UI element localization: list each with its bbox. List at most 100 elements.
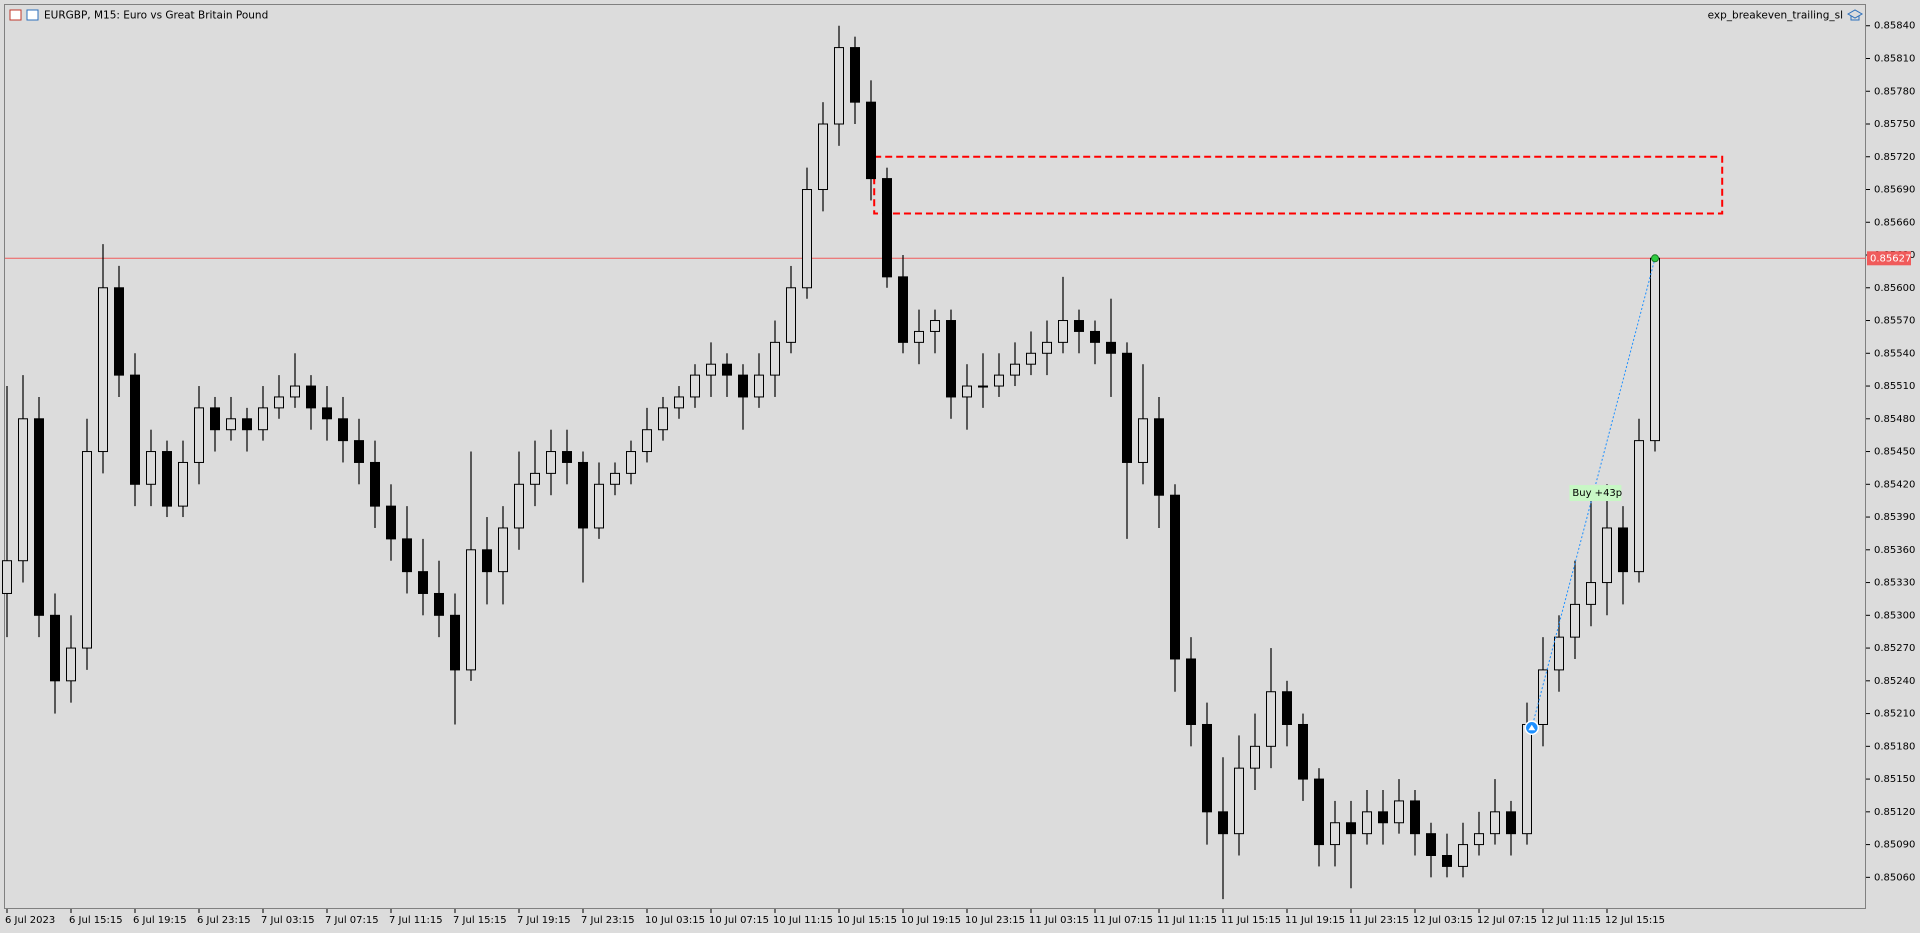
x-tick-label: 7 Jul 15:15 xyxy=(453,915,507,926)
x-tick-label: 12 Jul 15:15 xyxy=(1605,915,1665,926)
indicator-name: exp_breakeven_trailing_sl xyxy=(1708,10,1843,22)
candle-body xyxy=(578,461,588,529)
candle-body xyxy=(866,101,876,180)
candle-body xyxy=(34,418,44,616)
candle-body xyxy=(882,178,892,278)
x-tick-label: 10 Jul 11:15 xyxy=(773,915,833,926)
candle-body xyxy=(1154,418,1164,496)
x-tick-label: 11 Jul 07:15 xyxy=(1093,915,1153,926)
candle-body xyxy=(1474,833,1484,846)
zone-box xyxy=(873,155,1724,215)
y-tick-label: 0.85600 xyxy=(1874,283,1915,294)
candle-body xyxy=(1458,844,1468,867)
candle-body xyxy=(546,451,556,474)
candle-body xyxy=(50,614,60,682)
y-tick-label: 0.85180 xyxy=(1874,741,1915,752)
candle-body xyxy=(482,549,492,573)
candle-body xyxy=(194,407,204,463)
trade-label-bg xyxy=(1569,485,1622,502)
x-tick-label: 10 Jul 07:15 xyxy=(709,915,769,926)
y-tick-label: 0.85660 xyxy=(1874,217,1915,228)
candle-body xyxy=(1010,363,1020,376)
y-tick-label: 0.85120 xyxy=(1874,807,1915,818)
candle-body xyxy=(674,396,684,409)
icon xyxy=(26,9,39,21)
candles xyxy=(2,25,1660,900)
symbol-icons xyxy=(9,9,39,21)
x-tick-label: 7 Jul 19:15 xyxy=(517,915,571,926)
current-price-label: 0.85627 xyxy=(1870,253,1911,264)
candle-body xyxy=(1586,582,1596,605)
candle-body xyxy=(370,461,380,507)
candle-body xyxy=(1218,811,1228,835)
candle-body xyxy=(130,374,140,485)
x-tick-label: 11 Jul 11:15 xyxy=(1157,915,1217,926)
trade-line xyxy=(1531,258,1656,728)
icon xyxy=(9,9,22,21)
candle-body xyxy=(642,429,652,453)
candle-body xyxy=(1538,669,1548,725)
candle-body xyxy=(242,418,252,431)
candle-body xyxy=(1202,723,1212,813)
candle-body xyxy=(1490,811,1500,835)
candle-body xyxy=(466,549,476,671)
x-tick-label: 6 Jul 19:15 xyxy=(133,915,187,926)
candle-body xyxy=(1618,527,1628,573)
candle-body xyxy=(962,385,972,398)
trade-label: Buy +43p xyxy=(1572,488,1622,499)
candle-body xyxy=(210,407,220,431)
y-tick-label: 0.85570 xyxy=(1874,316,1915,327)
candle-body xyxy=(658,407,668,431)
candle-body xyxy=(1042,341,1052,354)
candle-body xyxy=(1378,811,1388,824)
x-tick-label: 12 Jul 07:15 xyxy=(1477,915,1537,926)
candle-body xyxy=(1522,723,1532,835)
candle-body xyxy=(626,451,636,474)
candle-body xyxy=(610,472,620,485)
candle-body xyxy=(978,385,988,388)
candle-body xyxy=(98,287,108,453)
candle-body xyxy=(1394,800,1404,824)
x-tick-label: 12 Jul 03:15 xyxy=(1413,915,1473,926)
x-tick-label: 12 Jul 11:15 xyxy=(1541,915,1601,926)
candle-body xyxy=(1346,822,1356,835)
candle-body xyxy=(1506,811,1516,835)
candle-body xyxy=(1266,691,1276,747)
y-tick-label: 0.85510 xyxy=(1874,381,1915,392)
candle-body xyxy=(1282,691,1292,725)
chart-title: EURGBP, M15: Euro vs Great Britain Pound xyxy=(44,10,268,22)
candle-body xyxy=(226,418,236,431)
candle-body xyxy=(162,451,172,507)
y-tick-label: 0.85360 xyxy=(1874,545,1915,556)
x-tick-label: 11 Jul 23:15 xyxy=(1349,915,1409,926)
candle-body xyxy=(850,47,860,103)
candle-body xyxy=(434,592,444,616)
x-tick-label: 7 Jul 11:15 xyxy=(389,915,443,926)
candle-body xyxy=(1442,855,1452,867)
y-tick-label: 0.85300 xyxy=(1874,610,1915,621)
indicator-icon xyxy=(1846,9,1864,21)
candle-body xyxy=(1234,767,1244,835)
candle-body xyxy=(114,287,124,376)
y-tick-label: 0.85720 xyxy=(1874,152,1915,163)
y-tick-label: 0.85690 xyxy=(1874,185,1915,196)
candle-body xyxy=(1026,352,1036,365)
x-tick-label: 7 Jul 23:15 xyxy=(581,915,635,926)
candle-body xyxy=(1602,527,1612,584)
candle-body xyxy=(274,396,284,409)
candle-body xyxy=(754,374,764,398)
y-tick-label: 0.85150 xyxy=(1874,774,1915,785)
x-tick-label: 11 Jul 15:15 xyxy=(1221,915,1281,926)
x-tick-label: 6 Jul 2023 xyxy=(5,915,55,926)
candle-body xyxy=(1298,723,1308,780)
candle-body xyxy=(146,451,156,485)
y-tick-label: 0.85540 xyxy=(1874,348,1915,359)
candle-body xyxy=(290,385,300,398)
entry-arrow xyxy=(1528,724,1536,731)
candle-body xyxy=(66,647,76,682)
candle-body xyxy=(1138,418,1148,463)
candle-body xyxy=(1554,636,1564,671)
candle-body xyxy=(498,527,508,573)
y-tick-label: 0.85480 xyxy=(1874,414,1915,425)
